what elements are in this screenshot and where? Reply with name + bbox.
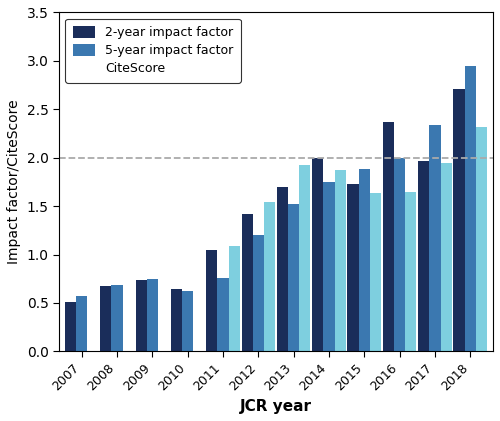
Bar <box>348 184 358 352</box>
Bar <box>100 285 112 352</box>
Bar <box>182 291 194 352</box>
Bar <box>405 192 416 352</box>
Bar <box>288 204 300 352</box>
Bar <box>206 250 218 352</box>
Bar <box>147 279 158 352</box>
Bar <box>418 160 430 352</box>
Bar <box>300 165 310 352</box>
Legend: 2-year impact factor, 5-year impact factor, CiteScore: 2-year impact factor, 5-year impact fact… <box>65 19 241 83</box>
Bar <box>252 235 264 352</box>
Bar <box>383 122 394 352</box>
Bar <box>334 170 346 352</box>
Bar <box>112 285 122 352</box>
Bar <box>430 125 440 352</box>
Bar <box>440 163 452 352</box>
Y-axis label: Impact factor/CiteScore: Impact factor/CiteScore <box>7 100 21 264</box>
Bar <box>242 214 252 352</box>
Bar <box>218 278 228 352</box>
Bar <box>312 158 324 352</box>
Bar <box>476 127 487 352</box>
X-axis label: JCR year: JCR year <box>240 399 312 414</box>
Bar <box>76 296 88 352</box>
Bar <box>136 280 147 352</box>
Bar <box>454 89 464 352</box>
Bar <box>358 169 370 352</box>
Bar <box>171 289 182 352</box>
Bar <box>324 182 334 352</box>
Bar <box>277 187 288 352</box>
Bar <box>228 246 240 352</box>
Bar <box>264 202 275 352</box>
Bar <box>65 302 76 352</box>
Bar <box>370 192 381 352</box>
Bar <box>464 66 476 352</box>
Bar <box>394 158 405 352</box>
